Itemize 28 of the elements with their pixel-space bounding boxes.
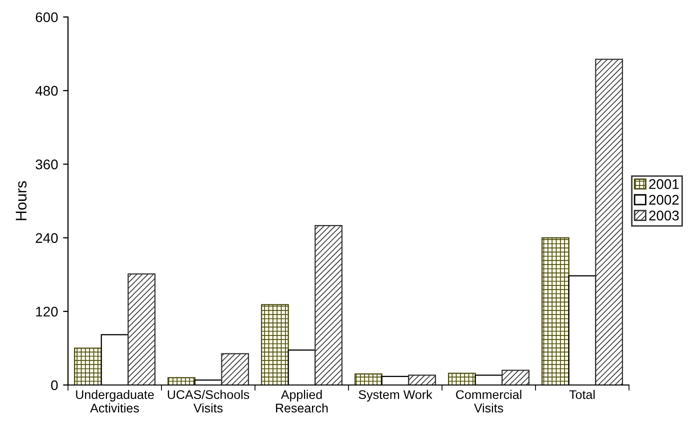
bar bbox=[502, 370, 530, 385]
legend-label: 2002 bbox=[649, 194, 679, 205]
bar bbox=[541, 237, 570, 385]
bar bbox=[354, 373, 382, 385]
x-tick-label: Undergaduate Activities bbox=[76, 390, 154, 413]
legend-label: 2001 bbox=[649, 179, 679, 190]
bar bbox=[448, 372, 476, 385]
bar bbox=[408, 374, 436, 385]
bar bbox=[128, 273, 156, 385]
bar bbox=[595, 58, 624, 385]
legend-label: 2003 bbox=[649, 210, 679, 220]
y-tick-label: 360 bbox=[36, 160, 58, 170]
y-axis-title: Hours bbox=[16, 181, 27, 220]
x-tick-label: Commercial Visits bbox=[456, 390, 522, 413]
y-tick-label: 600 bbox=[36, 12, 58, 22]
bar bbox=[167, 377, 196, 385]
x-tick-label: Total bbox=[569, 390, 595, 400]
bar bbox=[221, 353, 250, 385]
y-tick-label: 480 bbox=[35, 86, 58, 96]
x-tick-label: Applied Research bbox=[276, 390, 328, 413]
y-tick-label: 120 bbox=[36, 306, 58, 317]
y-tick-label: 240 bbox=[36, 233, 58, 243]
bar bbox=[74, 348, 102, 385]
y-tick-label: 0 bbox=[51, 380, 58, 390]
bar bbox=[314, 224, 343, 385]
bar bbox=[260, 304, 289, 385]
x-tick-label: System Work bbox=[358, 390, 432, 402]
x-tick-label: UCAS/Schools Visits bbox=[168, 390, 250, 413]
